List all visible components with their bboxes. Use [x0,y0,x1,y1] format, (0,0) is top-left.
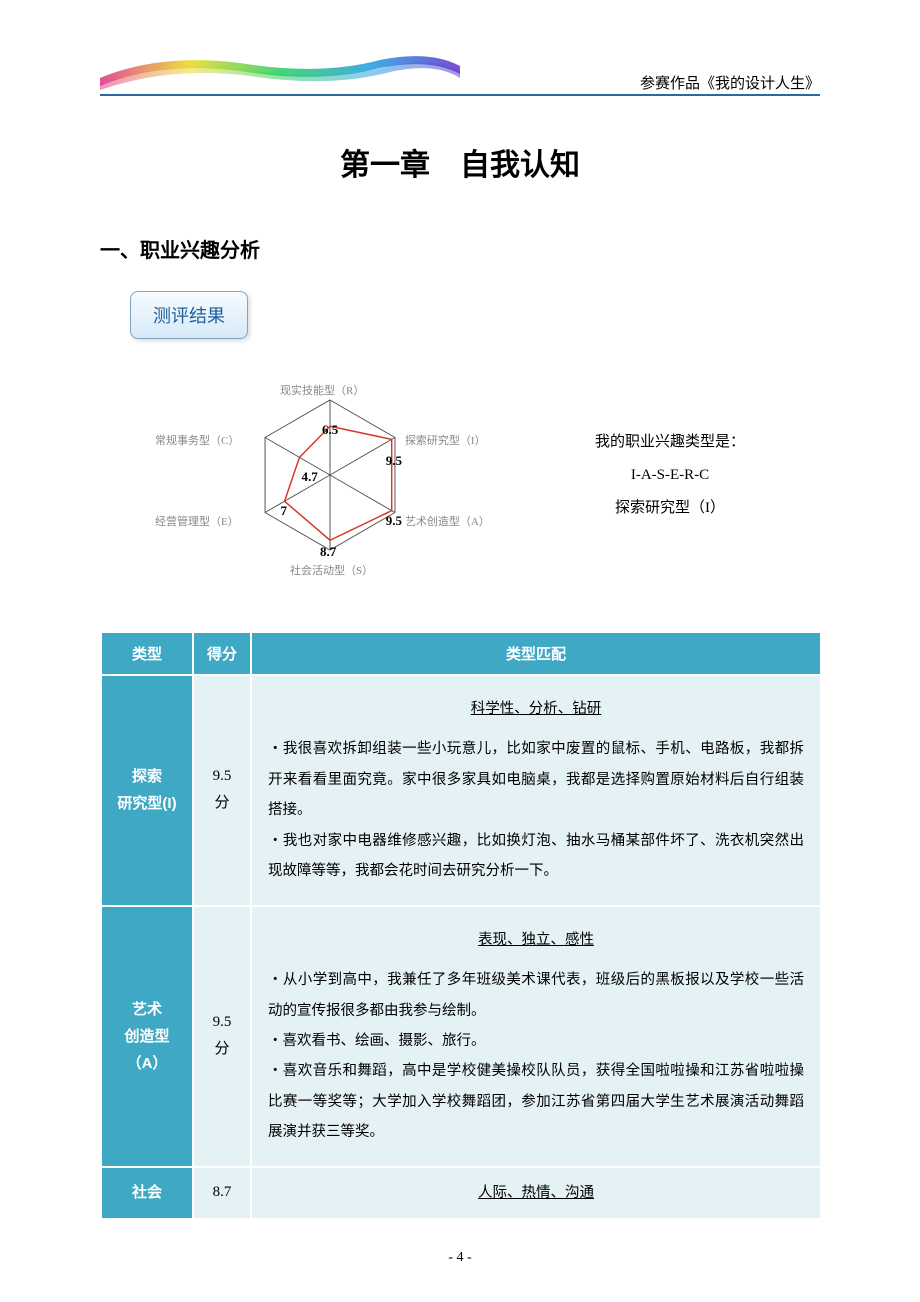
radar-axis-label: 经营管理型（E） [155,513,239,529]
radar-axis-label: 探索研究型（I） [405,432,486,448]
radar-summary: 我的职业兴趣类型是： I-A-S-E-R-C 探索研究型（I） [520,426,820,525]
table-row: 艺术创造型（A）9.5分表现、独立、感性・从小学到高中，我兼任了多年班级美术课代… [101,906,821,1167]
radar-value-label: 9.5 [386,453,402,469]
radar-chart: 现实技能型（R）6.5探索研究型（I）9.5艺术创造型（A）9.5社会活动型（S… [100,365,520,585]
desc-title: 科学性、分析、钻研 [268,694,804,724]
cell-type: 社会 [101,1167,193,1219]
desc-bullet: ・我很喜欢拆卸组装一些小玩意儿，比如家中废置的鼠标、手机、电路板，我都拆开来看看… [268,734,804,825]
cell-type: 探索研究型(I) [101,675,193,906]
cell-desc: 人际、热情、沟通 [251,1167,821,1219]
cell-score: 9.5分 [193,906,251,1167]
desc-bullet: ・喜欢看书、绘画、摄影、旅行。 [268,1026,804,1056]
chapter-title: 第一章 自我认知 [100,140,820,184]
th-type: 类型 [101,632,193,675]
radar-value-label: 8.7 [320,544,336,560]
radar-block: 现实技能型（R）6.5探索研究型（I）9.5艺术创造型（A）9.5社会活动型（S… [100,365,820,585]
radar-value-label: 7 [281,503,288,519]
radar-axis-label: 社会活动型（S） [290,562,373,578]
desc-title: 人际、热情、沟通 [268,1178,804,1208]
radar-value-label: 4.7 [301,469,317,485]
radar-axis-label: 常规事务型（C） [155,432,239,448]
cell-desc: 表现、独立、感性・从小学到高中，我兼任了多年班级美术课代表，班级后的黑板报以及学… [251,906,821,1167]
desc-bullet: ・喜欢音乐和舞蹈，高中是学校健美操校队队员，获得全国啦啦操和江苏省啦啦操比赛一等… [268,1056,804,1147]
radar-value-label: 6.5 [322,422,338,438]
summary-line-1: 我的职业兴趣类型是： [520,426,820,459]
page-number: - 4 - [0,1250,920,1266]
result-badge: 测评结果 [130,291,248,339]
header-meta: 参赛作品《我的设计人生》 [640,72,820,93]
summary-line-3: 探索研究型（I） [520,492,820,525]
cell-score: 8.7 [193,1167,251,1219]
desc-bullet: ・从小学到高中，我兼任了多年班级美术课代表，班级后的黑板报以及学校一些活动的宣传… [268,965,804,1026]
radar-axis-label: 现实技能型（R） [280,382,364,398]
cell-type: 艺术创造型（A） [101,906,193,1167]
header-swoosh [100,48,460,90]
th-desc: 类型匹配 [251,632,821,675]
desc-title: 表现、独立、感性 [268,925,804,955]
desc-bullet: ・我也对家中电器维修感兴趣，比如换灯泡、抽水马桶某部件坏了、洗衣机突然出现故障等… [268,826,804,887]
header-rule [100,94,820,96]
radar-value-label: 9.5 [386,513,402,529]
cell-desc: 科学性、分析、钻研・我很喜欢拆卸组装一些小玩意儿，比如家中废置的鼠标、手机、电路… [251,675,821,906]
radar-axis-label: 艺术创造型（A） [405,513,490,529]
result-table: 类型 得分 类型匹配 探索研究型(I)9.5分科学性、分析、钻研・我很喜欢拆卸组… [100,631,822,1220]
summary-line-2: I-A-S-E-R-C [520,459,820,492]
th-score: 得分 [193,632,251,675]
table-row: 探索研究型(I)9.5分科学性、分析、钻研・我很喜欢拆卸组装一些小玩意儿，比如家… [101,675,821,906]
table-row: 社会8.7 人际、热情、沟通 [101,1167,821,1219]
table-header-row: 类型 得分 类型匹配 [101,632,821,675]
cell-score: 9.5分 [193,675,251,906]
section-title: 一、职业兴趣分析 [100,234,820,263]
